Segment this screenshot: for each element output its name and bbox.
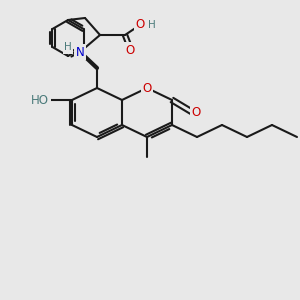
- Text: HO: HO: [31, 94, 49, 106]
- Text: O: O: [142, 82, 152, 94]
- Text: O: O: [125, 44, 135, 56]
- Text: O: O: [135, 19, 145, 32]
- Text: H: H: [148, 20, 156, 30]
- Text: O: O: [191, 106, 201, 118]
- Text: N: N: [76, 46, 84, 59]
- Text: H: H: [64, 42, 72, 52]
